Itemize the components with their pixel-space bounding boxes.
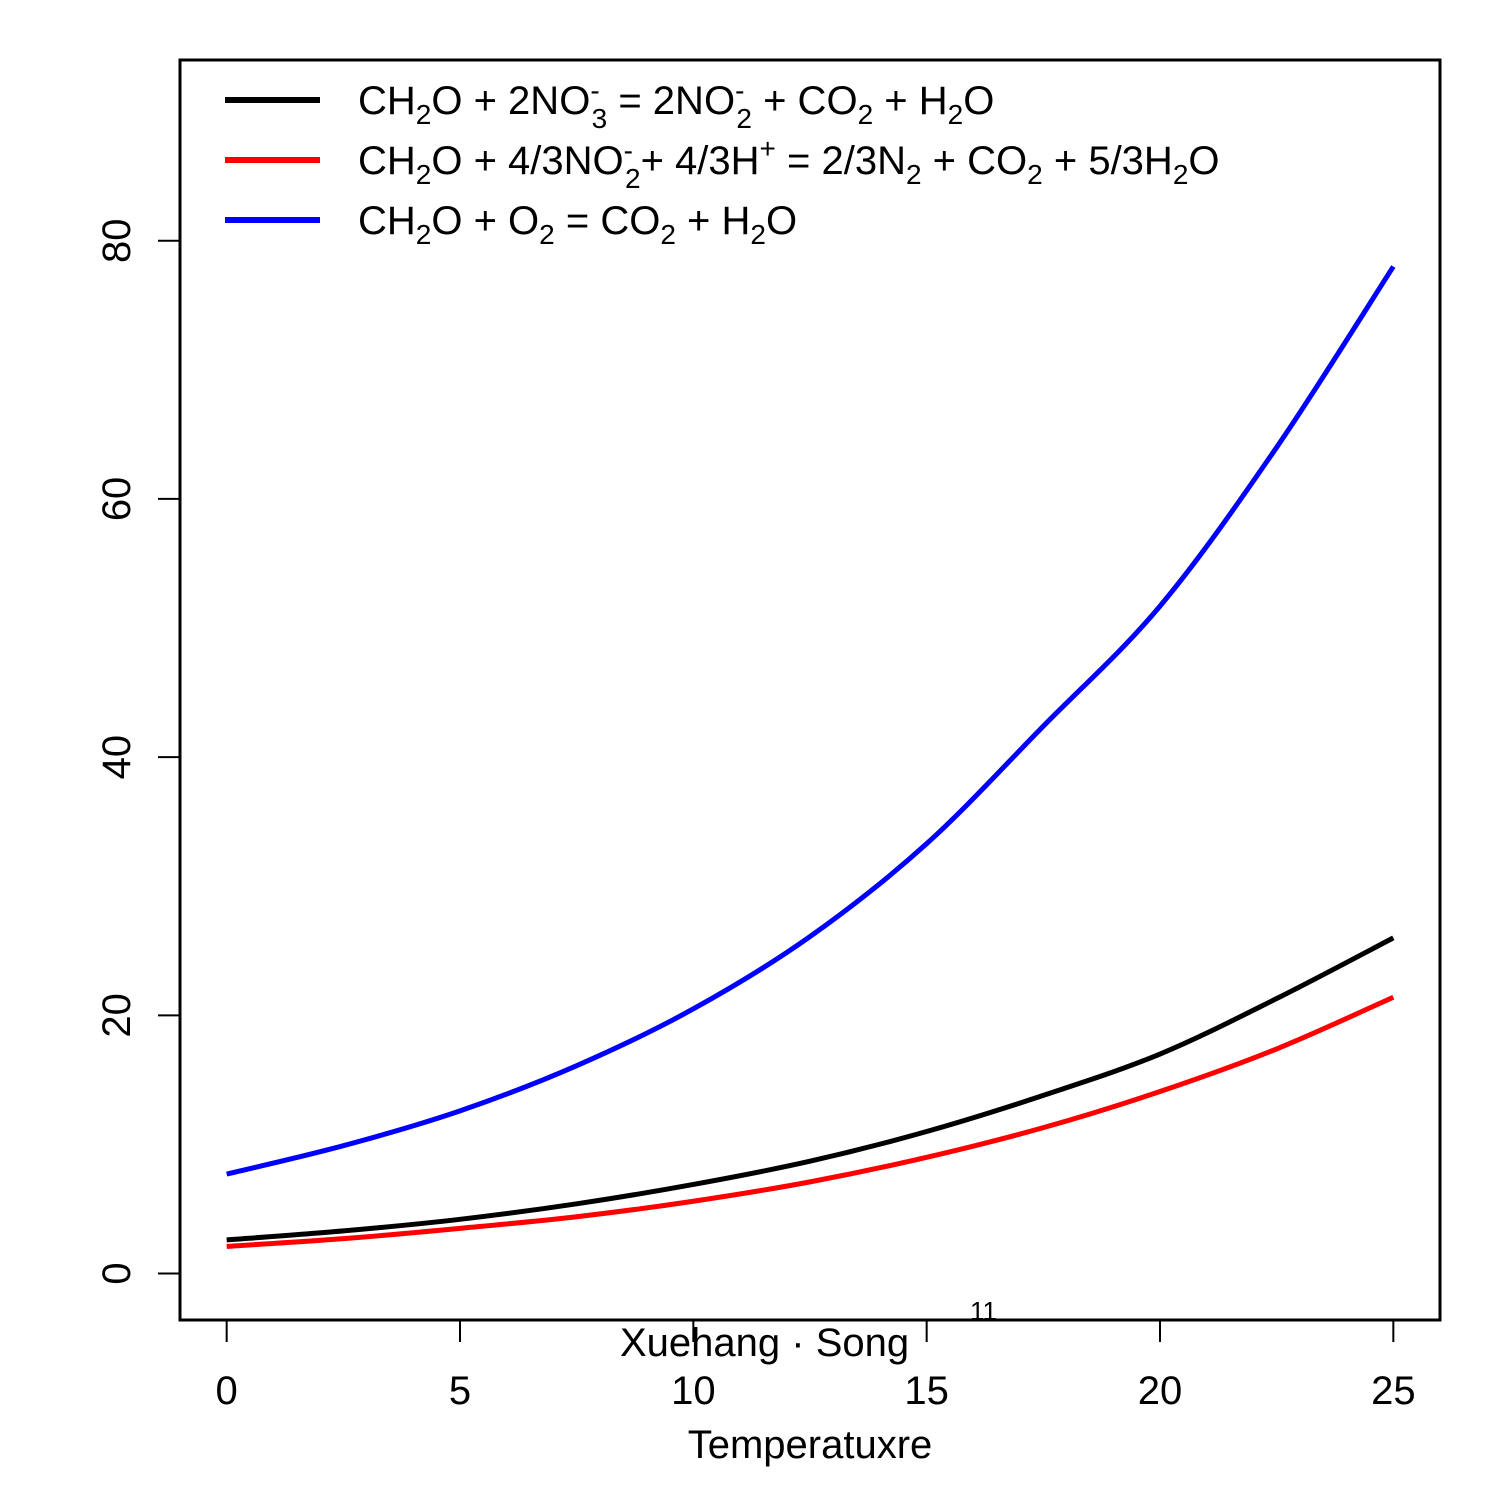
y-tick-label: 0 [95, 1262, 139, 1284]
y-tick-label: 80 [95, 218, 139, 263]
x-tick-label: 0 [216, 1369, 238, 1413]
series-line-2 [226, 265, 1396, 1177]
legend-entry-black: CH2O + 2NO-3 = 2NO-2 + CO2 + H2O [225, 75, 994, 134]
y-axis: 0 20 40 60 80 [95, 218, 181, 1285]
legend-entry-blue: CH2O + O2 = CO2 + H2O [225, 199, 797, 250]
legend-label-red: CH2O + 4/3NO-2+ 4/3H+ = 2/3N2 + CO2 + 5/… [358, 133, 1220, 194]
x-tick-label: 10 [671, 1369, 716, 1413]
legend: CH2O + 2NO-3 = 2NO-2 + CO2 + H2O CH2O + … [225, 75, 1220, 250]
series-line-0 [226, 935, 1395, 1243]
plot-border [178, 58, 1442, 1322]
y-tick-label: 60 [95, 477, 139, 522]
x-tick-label: 25 [1371, 1369, 1416, 1413]
y-tick-label: 40 [95, 735, 139, 780]
series-layer [226, 265, 1396, 1249]
x-axis: 0 5 10 15 20 25 [216, 1319, 1416, 1413]
x-tick-label: 5 [449, 1369, 471, 1413]
legend-label-blue: CH2O + O2 = CO2 + H2O [358, 199, 797, 250]
legend-label-black: CH2O + 2NO-3 = 2NO-2 + CO2 + H2O [358, 75, 994, 134]
series-line-1 [226, 994, 1395, 1249]
x-tick-label: 20 [1138, 1369, 1183, 1413]
author-annotation: Xuehang · Song 11 [620, 1296, 997, 1365]
x-tick-label: 15 [904, 1369, 949, 1413]
x-axis-title: Temperatuxre [688, 1423, 933, 1467]
legend-entry-red: CH2O + 4/3NO-2+ 4/3H+ = 2/3N2 + CO2 + 5/… [225, 133, 1220, 194]
annotation-text: Xuehang · Song [620, 1321, 909, 1365]
y-tick-label: 20 [95, 993, 139, 1038]
annotation-superscript: 11 [970, 1296, 997, 1326]
